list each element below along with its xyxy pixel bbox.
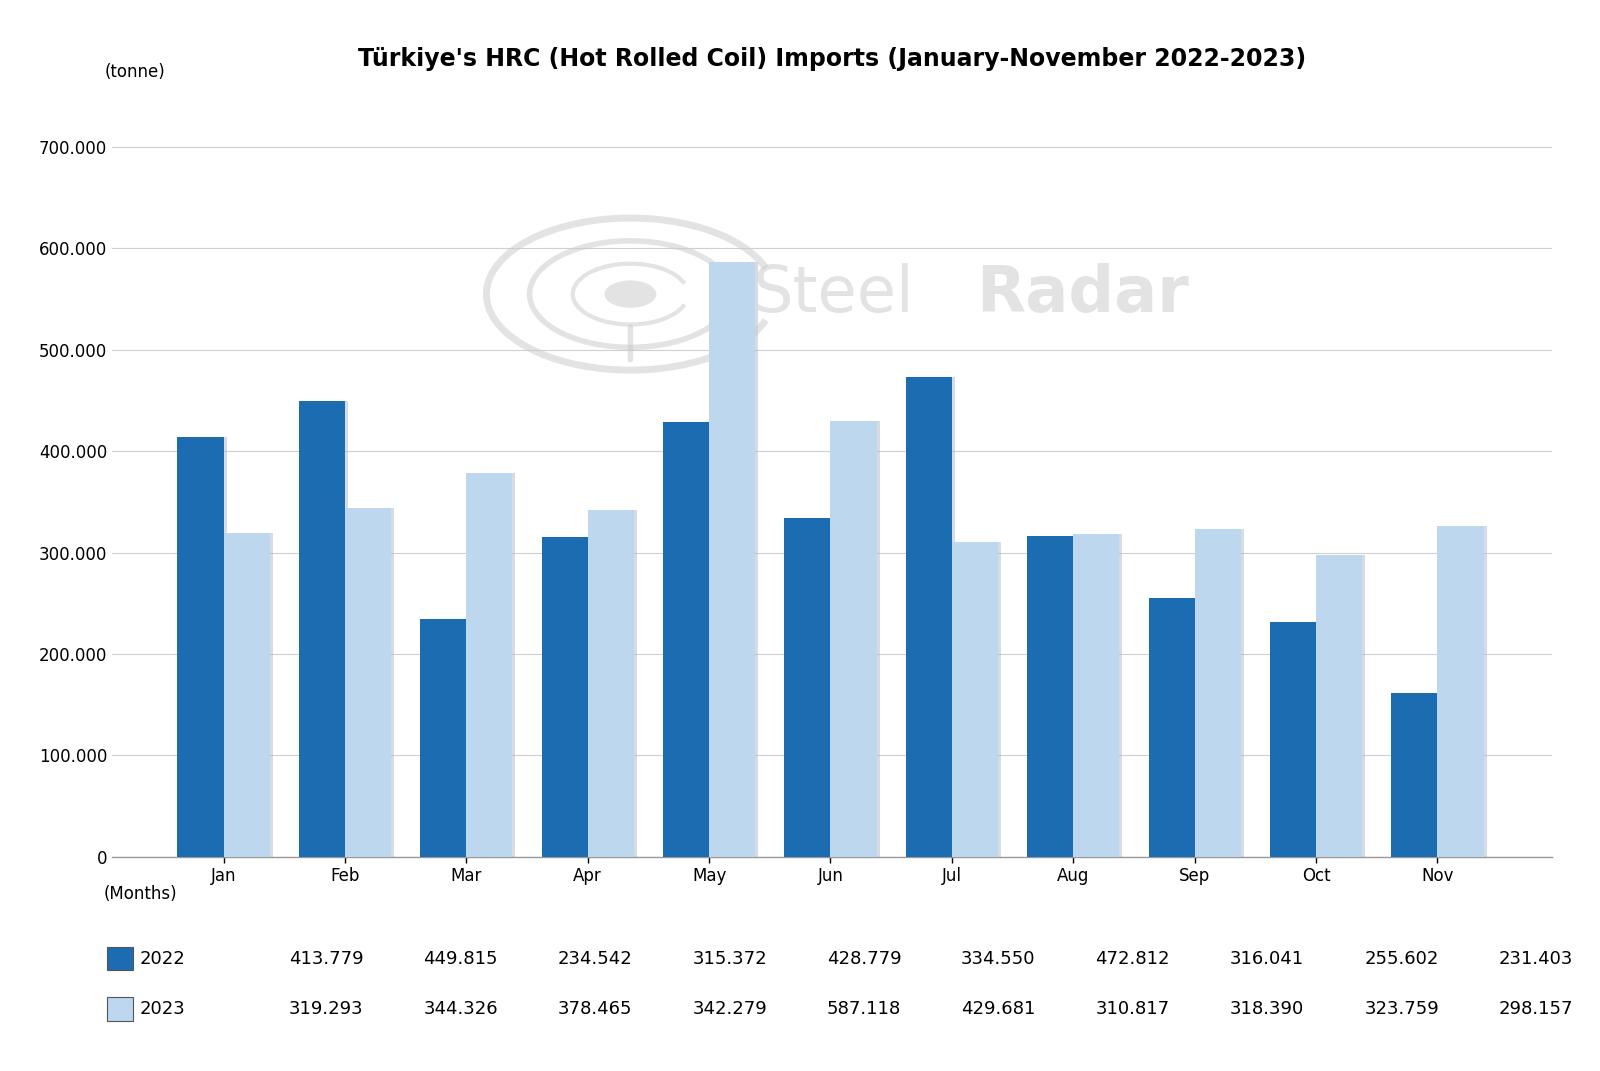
Bar xyxy=(1317,555,1362,857)
Bar xyxy=(1030,537,1077,857)
Bar xyxy=(952,542,998,857)
Bar xyxy=(787,517,834,857)
Text: 2022: 2022 xyxy=(139,950,186,967)
Bar xyxy=(1152,598,1198,857)
Bar xyxy=(181,437,227,857)
Text: 449.815: 449.815 xyxy=(424,950,498,967)
Text: 342.279: 342.279 xyxy=(693,1000,766,1017)
Bar xyxy=(1318,555,1365,857)
Bar xyxy=(466,473,512,857)
Text: 255.602: 255.602 xyxy=(1365,950,1438,967)
Bar xyxy=(784,517,830,857)
Bar xyxy=(224,533,270,857)
Bar xyxy=(347,508,394,857)
Bar xyxy=(955,542,1002,857)
Bar xyxy=(544,537,590,857)
Bar xyxy=(909,377,955,857)
Text: 334.550: 334.550 xyxy=(962,950,1035,967)
Bar xyxy=(709,261,755,857)
Bar xyxy=(1392,693,1437,857)
Bar xyxy=(830,421,877,857)
Text: 323.759: 323.759 xyxy=(1365,1000,1438,1017)
Circle shape xyxy=(605,281,656,307)
Text: 587.118: 587.118 xyxy=(827,1000,901,1017)
Text: Steel: Steel xyxy=(752,263,915,326)
Bar xyxy=(712,261,758,857)
Bar xyxy=(834,421,880,857)
Bar xyxy=(1027,537,1074,857)
Bar xyxy=(666,422,712,857)
Text: 472.812: 472.812 xyxy=(1096,950,1170,967)
Bar xyxy=(469,473,515,857)
Text: 344.326: 344.326 xyxy=(424,1000,498,1017)
Text: 298.157: 298.157 xyxy=(1499,1000,1573,1017)
Bar xyxy=(587,510,634,857)
Bar xyxy=(662,422,709,857)
Text: 428.779: 428.779 xyxy=(827,950,901,967)
Title: Türkiye's HRC (Hot Rolled Coil) Imports (January-November 2022-2023): Türkiye's HRC (Hot Rolled Coil) Imports … xyxy=(358,47,1306,71)
Bar xyxy=(1149,598,1195,857)
Bar xyxy=(1394,693,1440,857)
Bar xyxy=(906,377,952,857)
Bar xyxy=(1440,527,1486,857)
Text: 413.779: 413.779 xyxy=(290,950,363,967)
Text: 429.681: 429.681 xyxy=(962,1000,1035,1017)
Bar xyxy=(346,508,390,857)
Bar xyxy=(1198,529,1243,857)
Text: 231.403: 231.403 xyxy=(1499,950,1573,967)
Text: Radar: Radar xyxy=(976,263,1189,326)
Bar xyxy=(1437,527,1483,857)
Bar xyxy=(1077,534,1123,857)
Text: 316.041: 316.041 xyxy=(1230,950,1304,967)
Text: 2023: 2023 xyxy=(139,1000,186,1017)
Bar xyxy=(178,437,224,857)
Text: 318.390: 318.390 xyxy=(1230,1000,1304,1017)
Bar xyxy=(1270,622,1317,857)
Text: 234.542: 234.542 xyxy=(558,950,632,967)
Text: 310.817: 310.817 xyxy=(1096,1000,1170,1017)
Bar xyxy=(421,619,466,857)
Bar xyxy=(299,401,346,857)
Text: (Months): (Months) xyxy=(104,886,178,903)
Bar xyxy=(424,619,469,857)
Text: 315.372: 315.372 xyxy=(693,950,766,967)
Bar xyxy=(1074,534,1120,857)
Bar xyxy=(1195,529,1240,857)
Bar xyxy=(1274,622,1318,857)
Text: 378.465: 378.465 xyxy=(558,1000,632,1017)
Bar xyxy=(590,510,637,857)
Text: (tonne): (tonne) xyxy=(106,63,165,81)
Bar xyxy=(227,533,272,857)
Bar xyxy=(541,537,587,857)
Text: 319.293: 319.293 xyxy=(290,1000,363,1017)
Bar xyxy=(302,401,347,857)
